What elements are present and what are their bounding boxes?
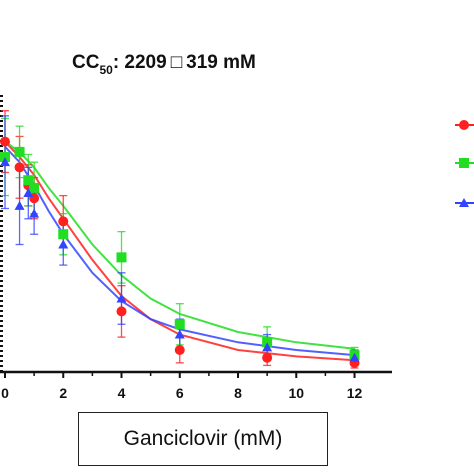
data-point-series-3 [116, 293, 127, 303]
legend [455, 120, 474, 207]
data-point-series-2 [0, 152, 10, 163]
x-axis-label: Ganciclovir (mM) [123, 427, 283, 450]
legend-marker-series-3 [459, 198, 469, 207]
data-point-series-2 [58, 229, 69, 240]
data-point-series-2 [174, 319, 185, 330]
x-tick-label: 12 [347, 385, 363, 401]
data-point-series-1 [58, 216, 69, 227]
x-axis-label-box: Ganciclovir (mM) [78, 412, 328, 466]
fit-curve-series-1 [4, 140, 355, 362]
legend-marker-series-1 [459, 120, 469, 130]
data-point-series-2 [23, 175, 34, 186]
legend-marker-series-2 [459, 158, 469, 168]
plot-area: 0 2 4 6 8 10 12 [0, 95, 392, 401]
data-point-series-3 [262, 342, 273, 352]
data-point-series-3 [174, 329, 185, 339]
title-symbol: □ [171, 52, 183, 73]
data-point-series-3 [23, 188, 34, 198]
x-tick-label: 2 [59, 385, 67, 401]
data-point-series-3 [14, 200, 25, 210]
title-prefix: CC [72, 52, 100, 73]
data-point-series-2 [29, 182, 40, 193]
x-tick-label: 4 [118, 385, 126, 401]
data-point-series-3 [29, 208, 40, 218]
title-suffix: : 2209 [113, 52, 167, 73]
data-point-series-3 [0, 157, 10, 167]
x-tick-label: 8 [234, 385, 242, 401]
title-subscript: 50 [99, 63, 113, 77]
title-value: 319 mM [186, 52, 256, 73]
data-point-series-1 [14, 162, 25, 173]
data-point-series-3 [58, 239, 69, 249]
chart-title: CC50: 2209 □ 319 mM [72, 52, 256, 77]
x-tick-label: 0 [1, 385, 9, 401]
data-point-series-1 [0, 136, 10, 147]
data-point-series-1 [262, 352, 273, 363]
data-point-series-1 [174, 344, 185, 355]
data-point-series-3 [349, 352, 360, 362]
x-tick-label: 6 [176, 385, 184, 401]
data-point-series-1 [116, 306, 127, 317]
data-point-series-2 [116, 252, 127, 263]
x-tick-label: 10 [288, 385, 304, 401]
data-point-series-2 [14, 146, 25, 157]
data-point-series-2 [262, 337, 273, 348]
